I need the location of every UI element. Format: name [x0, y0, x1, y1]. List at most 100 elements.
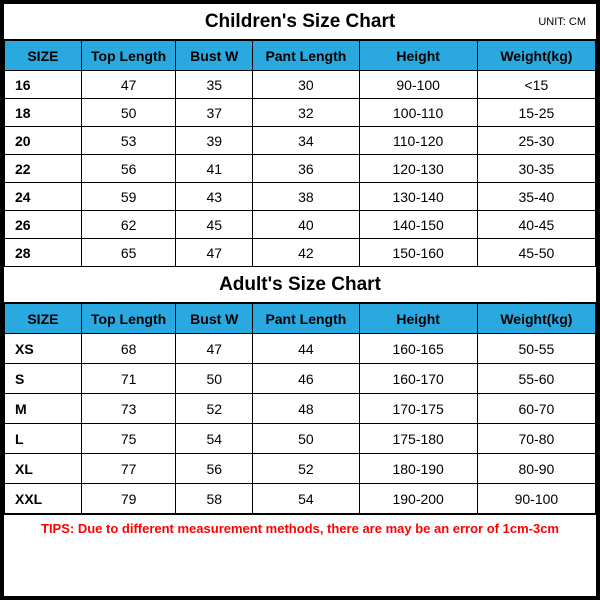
size-cell: XS [5, 334, 82, 364]
value-cell: 25-30 [477, 127, 595, 155]
value-cell: 120-130 [359, 155, 477, 183]
value-cell: 73 [81, 394, 176, 424]
table-row: 1647353090-100<15 [5, 71, 596, 99]
value-cell: 39 [176, 127, 253, 155]
value-cell: 160-170 [359, 364, 477, 394]
table-row: XL775652180-19080-90 [5, 454, 596, 484]
tips-text: TIPS: Due to different measurement metho… [41, 521, 559, 536]
column-header: Weight(kg) [477, 41, 595, 71]
children-chart: Children's Size Chart UNIT: CM SIZETop L… [4, 4, 596, 267]
adult-header-row: SIZETop LengthBust WPant LengthHeightWei… [5, 304, 596, 334]
children-table: SIZETop LengthBust WPant LengthHeightWei… [4, 40, 596, 267]
value-cell: 40 [253, 211, 359, 239]
value-cell: 62 [81, 211, 176, 239]
value-cell: 52 [176, 394, 253, 424]
column-header: SIZE [5, 304, 82, 334]
value-cell: 54 [176, 424, 253, 454]
value-cell: 44 [253, 334, 359, 364]
value-cell: 170-175 [359, 394, 477, 424]
value-cell: 70-80 [477, 424, 595, 454]
column-header: Top Length [81, 304, 176, 334]
value-cell: 56 [81, 155, 176, 183]
tips-row: TIPS: Due to different measurement metho… [4, 514, 596, 542]
value-cell: 54 [253, 484, 359, 514]
value-cell: 130-140 [359, 183, 477, 211]
value-cell: 50 [176, 364, 253, 394]
size-cell: XL [5, 454, 82, 484]
size-cell: 28 [5, 239, 82, 267]
value-cell: 35-40 [477, 183, 595, 211]
table-row: 22564136120-13030-35 [5, 155, 596, 183]
size-chart-container: Children's Size Chart UNIT: CM SIZETop L… [0, 0, 600, 600]
value-cell: 68 [81, 334, 176, 364]
unit-label: UNIT: CM [538, 16, 586, 28]
value-cell: 50 [81, 99, 176, 127]
value-cell: 175-180 [359, 424, 477, 454]
value-cell: 46 [253, 364, 359, 394]
value-cell: 36 [253, 155, 359, 183]
value-cell: 42 [253, 239, 359, 267]
value-cell: 79 [81, 484, 176, 514]
value-cell: 53 [81, 127, 176, 155]
adult-title: Adult's Size Chart [219, 274, 381, 296]
value-cell: 190-200 [359, 484, 477, 514]
value-cell: 47 [81, 71, 176, 99]
value-cell: 50 [253, 424, 359, 454]
value-cell: 41 [176, 155, 253, 183]
value-cell: 34 [253, 127, 359, 155]
value-cell: 71 [81, 364, 176, 394]
column-header: SIZE [5, 41, 82, 71]
value-cell: 140-150 [359, 211, 477, 239]
value-cell: 110-120 [359, 127, 477, 155]
value-cell: 180-190 [359, 454, 477, 484]
column-header: Height [359, 41, 477, 71]
value-cell: 30-35 [477, 155, 595, 183]
table-row: 20533934110-12025-30 [5, 127, 596, 155]
column-header: Top Length [81, 41, 176, 71]
value-cell: 47 [176, 239, 253, 267]
value-cell: 37 [176, 99, 253, 127]
column-header: Height [359, 304, 477, 334]
children-title: Children's Size Chart [205, 11, 395, 33]
value-cell: 100-110 [359, 99, 477, 127]
children-title-row: Children's Size Chart UNIT: CM [4, 4, 596, 40]
table-row: 28654742150-16045-50 [5, 239, 596, 267]
value-cell: 15-25 [477, 99, 595, 127]
size-cell: 20 [5, 127, 82, 155]
value-cell: 90-100 [477, 484, 595, 514]
value-cell: 47 [176, 334, 253, 364]
value-cell: 32 [253, 99, 359, 127]
children-header-row: SIZETop LengthBust WPant LengthHeightWei… [5, 41, 596, 71]
adult-body: XS684744160-16550-55S715046160-17055-60M… [5, 334, 596, 514]
size-cell: 24 [5, 183, 82, 211]
value-cell: 80-90 [477, 454, 595, 484]
column-header: Pant Length [253, 304, 359, 334]
table-row: S715046160-17055-60 [5, 364, 596, 394]
value-cell: 160-165 [359, 334, 477, 364]
size-cell: 26 [5, 211, 82, 239]
table-row: XS684744160-16550-55 [5, 334, 596, 364]
value-cell: 77 [81, 454, 176, 484]
value-cell: 43 [176, 183, 253, 211]
value-cell: 45 [176, 211, 253, 239]
size-cell: L [5, 424, 82, 454]
column-header: Pant Length [253, 41, 359, 71]
table-row: L755450175-18070-80 [5, 424, 596, 454]
value-cell: 55-60 [477, 364, 595, 394]
value-cell: 90-100 [359, 71, 477, 99]
value-cell: 59 [81, 183, 176, 211]
column-header: Bust W [176, 41, 253, 71]
column-header: Bust W [176, 304, 253, 334]
size-cell: M [5, 394, 82, 424]
value-cell: 60-70 [477, 394, 595, 424]
size-cell: XXL [5, 484, 82, 514]
children-body: 1647353090-100<1518503732100-11015-25205… [5, 71, 596, 267]
adult-table: SIZETop LengthBust WPant LengthHeightWei… [4, 303, 596, 514]
size-cell: 18 [5, 99, 82, 127]
value-cell: 30 [253, 71, 359, 99]
value-cell: 75 [81, 424, 176, 454]
table-row: XXL795854190-20090-100 [5, 484, 596, 514]
table-row: 24594338130-14035-40 [5, 183, 596, 211]
table-row: 26624540140-15040-45 [5, 211, 596, 239]
value-cell: 52 [253, 454, 359, 484]
